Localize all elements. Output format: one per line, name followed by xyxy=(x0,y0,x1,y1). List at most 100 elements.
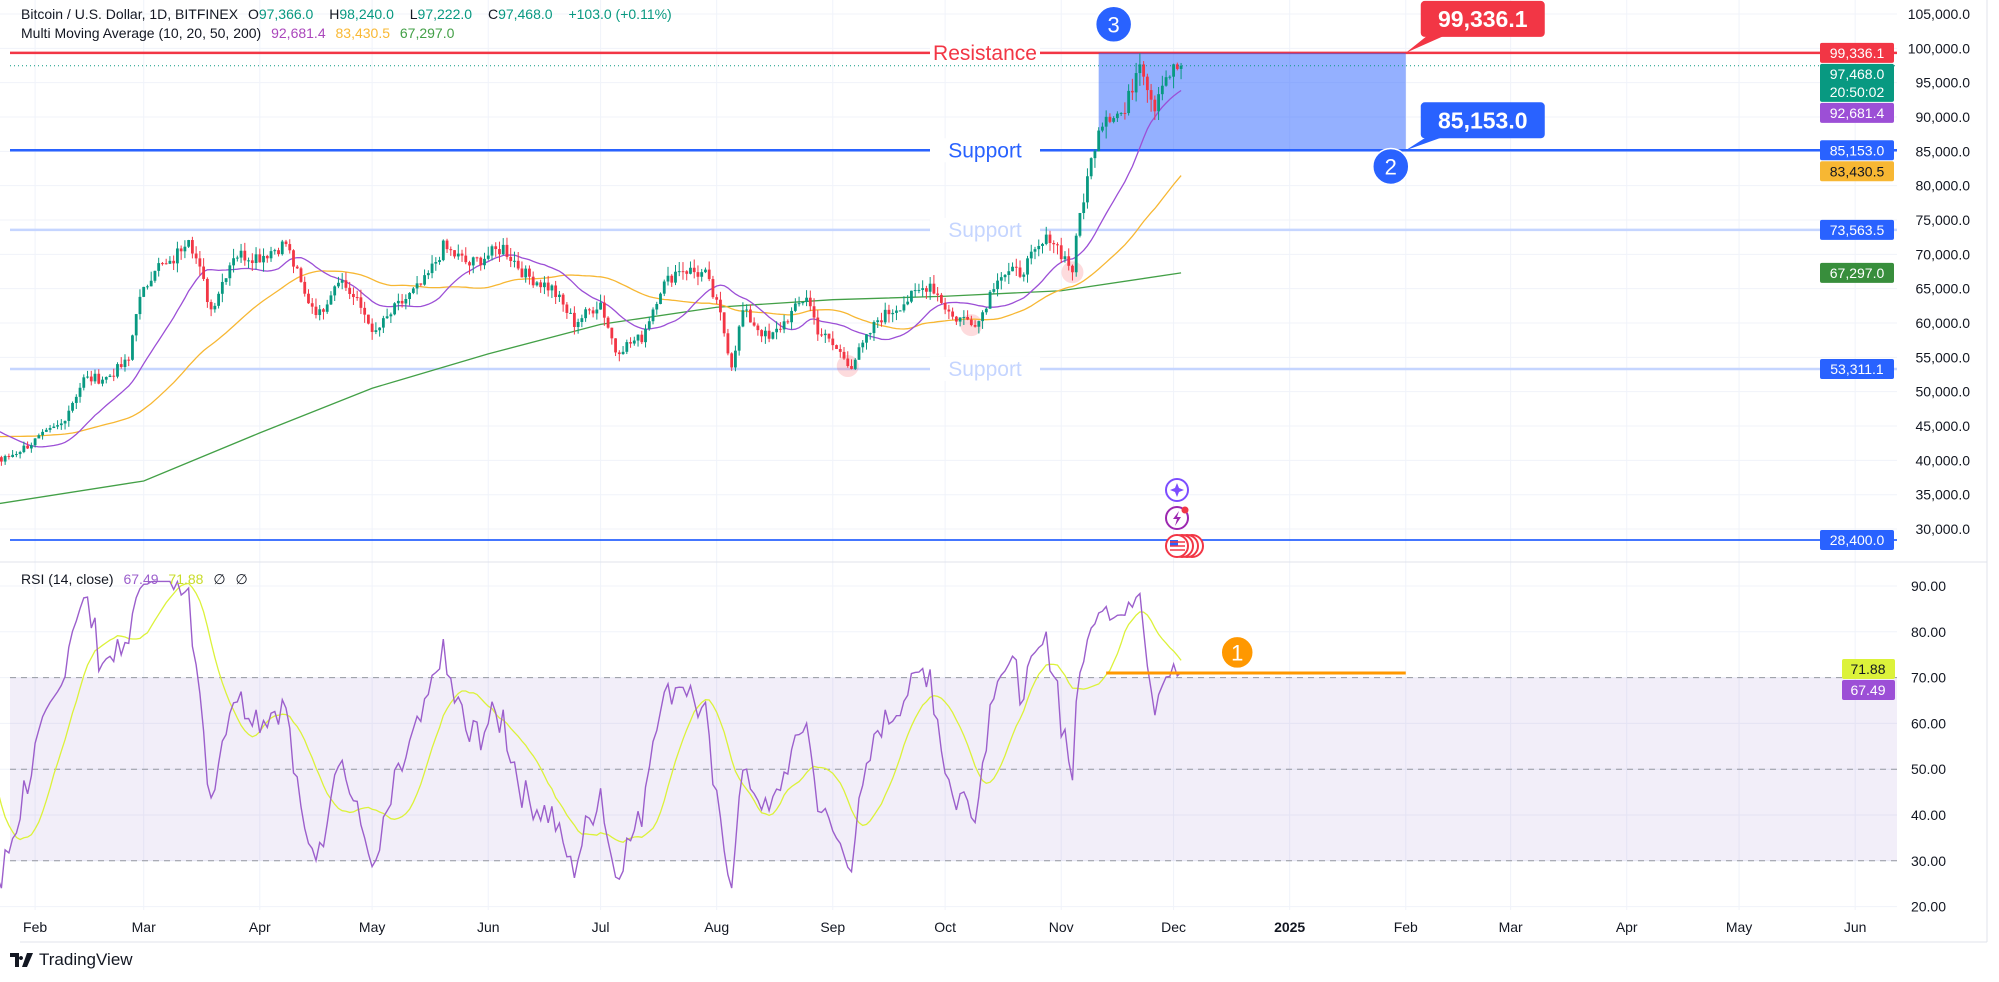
candle-body xyxy=(307,293,310,304)
rsi-tick-label: 70.00 xyxy=(1911,670,1946,686)
candle-body xyxy=(1018,267,1022,277)
candle xyxy=(891,309,895,323)
candle-body xyxy=(1041,243,1044,246)
candle-body xyxy=(239,250,243,258)
axis-badge-text: 73,563.5 xyxy=(1830,222,1885,238)
rsi-axis-badge: 71.88 xyxy=(1842,658,1895,679)
candle-body xyxy=(887,309,891,315)
candle-body xyxy=(543,282,546,288)
candle-body xyxy=(966,316,969,320)
candle-body xyxy=(850,366,853,369)
candle-body xyxy=(580,318,584,322)
candle xyxy=(48,424,52,433)
candle xyxy=(954,315,958,326)
axis-badge-bg xyxy=(1820,42,1894,63)
candle xyxy=(247,257,250,269)
candle-body xyxy=(89,376,93,382)
candle-body xyxy=(591,310,595,314)
ma-slow-value: 67,297.0 xyxy=(399,25,455,41)
marker-text: 3 xyxy=(1108,12,1120,37)
candle-body xyxy=(565,304,569,313)
candle-body xyxy=(801,301,805,304)
event-icons xyxy=(1165,478,1204,558)
candle-body xyxy=(93,373,97,382)
candle-body xyxy=(895,310,898,313)
candle xyxy=(187,239,191,248)
candle-body xyxy=(250,260,254,264)
candle xyxy=(176,241,179,273)
candle-body xyxy=(962,316,966,318)
candle xyxy=(119,357,123,369)
candle xyxy=(831,331,835,351)
time-tick-label: May xyxy=(1726,919,1752,935)
candle-body xyxy=(1175,64,1179,69)
candle-body xyxy=(127,359,131,361)
candle-body xyxy=(164,263,168,265)
candle xyxy=(393,302,397,316)
tradingview-logo[interactable]: TradingView xyxy=(10,950,133,970)
axis-badge-text: 67,297.0 xyxy=(1830,265,1885,281)
candle-body xyxy=(674,271,677,283)
candle-body xyxy=(348,287,352,294)
candle-body xyxy=(1044,234,1048,244)
candle-body xyxy=(483,258,486,266)
candle xyxy=(179,245,183,260)
candle xyxy=(636,334,640,347)
candle xyxy=(449,246,453,256)
candle-body xyxy=(299,268,303,282)
candle-body xyxy=(951,311,955,317)
candle-body xyxy=(400,300,404,304)
candle xyxy=(647,316,651,331)
candle xyxy=(89,370,93,386)
candle-body xyxy=(187,240,191,247)
candle-body xyxy=(468,262,471,266)
price-callout: 85,153.0 xyxy=(1405,102,1545,151)
low-label: L xyxy=(409,6,418,22)
candle-body xyxy=(37,435,41,439)
level-label-bg xyxy=(930,40,1040,65)
candle xyxy=(250,253,254,271)
candle-body xyxy=(116,364,119,377)
candle-body xyxy=(943,302,947,310)
candle-body xyxy=(11,454,15,457)
candle xyxy=(322,308,325,320)
candle xyxy=(307,289,310,304)
candle xyxy=(584,307,588,322)
candle-body xyxy=(662,281,666,294)
candle-body xyxy=(146,286,149,288)
candle xyxy=(531,271,535,288)
axis-badge-bg xyxy=(1820,63,1894,102)
candle-body xyxy=(954,316,958,322)
level-lines: Resistance Support Support Support xyxy=(10,40,1897,541)
candle-body xyxy=(33,438,37,446)
level-label-support-main: Support xyxy=(948,139,1022,162)
candle xyxy=(685,270,689,281)
candle xyxy=(539,279,543,293)
rsi-line xyxy=(0,579,1182,889)
candle-body xyxy=(602,302,606,318)
grid xyxy=(0,0,1897,910)
open-value: 97,366.0 xyxy=(258,6,314,22)
candle xyxy=(258,248,262,263)
candle-body xyxy=(82,377,86,388)
candle xyxy=(778,322,782,333)
candle xyxy=(921,280,925,297)
level-label-support-mid: Support xyxy=(948,219,1022,242)
candle-body xyxy=(1052,243,1056,245)
candle-body xyxy=(217,293,220,306)
candle-body xyxy=(805,297,808,302)
candle-body xyxy=(734,350,737,368)
candle xyxy=(719,291,722,321)
candle-body xyxy=(183,246,187,252)
candle-body xyxy=(763,330,767,337)
candle-body xyxy=(1142,64,1146,77)
candle-body xyxy=(1127,90,1131,114)
candle xyxy=(748,304,752,323)
candle-body xyxy=(561,294,565,305)
candle-body xyxy=(168,260,172,264)
candle xyxy=(475,256,479,262)
candle-body xyxy=(142,286,146,297)
candle xyxy=(430,255,434,279)
candle xyxy=(29,442,33,453)
